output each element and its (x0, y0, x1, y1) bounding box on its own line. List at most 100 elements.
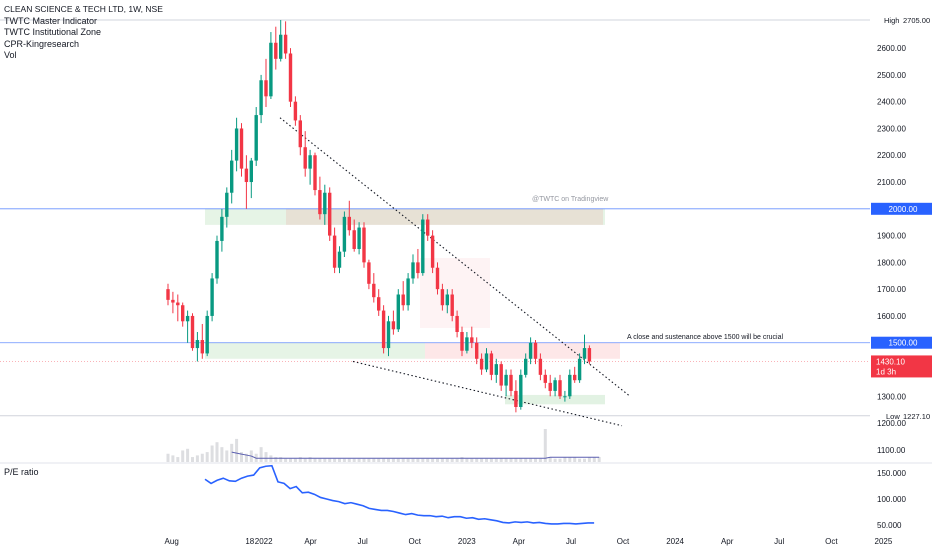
volume-bar (450, 458, 454, 462)
candle-body (254, 115, 258, 161)
pe-ratio-line (204, 464, 595, 525)
candle-body (514, 390, 518, 407)
candle-body (308, 155, 312, 169)
candle-body (430, 235, 435, 268)
indicator-twtc-zone[interactable]: TWTC Institutional Zone (4, 27, 102, 37)
candle-body (577, 358, 582, 381)
candle-body (230, 160, 234, 193)
volume-bar (308, 457, 312, 462)
price-axis-label: 1700.00 (877, 285, 906, 294)
volume-bar (382, 458, 386, 462)
symbol-title[interactable]: CLEAN SCIENCE & TECH LTD, 1W, NSE (4, 4, 163, 14)
volume-bar (186, 448, 190, 462)
indicator-cpr[interactable]: CPR-Kingresearch (4, 38, 80, 49)
time-axis-label: Oct (617, 537, 630, 546)
volume-bar (293, 458, 297, 462)
candle-body (288, 53, 293, 102)
candle-body (298, 120, 302, 148)
candle-body (440, 289, 445, 306)
candle-body (391, 321, 396, 330)
volume-bar (411, 458, 415, 462)
annotation-text: A close and sustenance above 1500 will b… (627, 334, 783, 341)
candle-body (347, 216, 351, 231)
time-axis-label: Aug (165, 537, 179, 546)
time-axis-label: Apr (721, 537, 734, 546)
current-price-box (871, 355, 932, 378)
candle-body (239, 128, 244, 169)
volume-bar (323, 458, 327, 462)
volume-bar (421, 458, 425, 462)
candle-body (283, 34, 288, 54)
zone-box (286, 208, 603, 225)
volume-bar (416, 458, 420, 462)
volume-bar (592, 457, 596, 462)
volume-bar (436, 458, 439, 462)
candle-body (225, 192, 229, 217)
upper-trendline (279, 117, 631, 397)
volume-bar (391, 458, 395, 462)
volume-bar (171, 455, 175, 462)
indicator-volume[interactable]: Vol (4, 50, 17, 60)
candle-body (200, 340, 204, 354)
volume-bar (235, 438, 239, 462)
candle-body (401, 294, 405, 306)
volume-bar (205, 452, 209, 462)
volume-bar (357, 458, 361, 462)
candle-body (357, 227, 361, 249)
volume-bar (279, 457, 283, 462)
level-label-box (871, 202, 932, 215)
zone-box (205, 342, 425, 359)
candle-body (568, 374, 572, 397)
candle-body (411, 262, 415, 279)
volume-bar (489, 458, 493, 462)
candle-body (450, 294, 454, 316)
candle-body (582, 348, 587, 359)
candle-body (509, 374, 513, 391)
volume-bar (377, 458, 381, 462)
volume-bar (406, 458, 410, 462)
candle-body (337, 251, 342, 268)
time-axis-label: Jul (566, 537, 576, 546)
zone-box (425, 342, 620, 359)
volume-bar (514, 458, 518, 462)
candle-body (293, 101, 298, 121)
pe-axis-label: 150.000 (877, 469, 906, 478)
price-axis-label: 2400.00 (877, 98, 906, 107)
level-label: 1500.00 (889, 339, 918, 348)
candle-body (484, 353, 489, 370)
price-axis-label: 1200.00 (877, 419, 906, 428)
volume-bar (524, 458, 528, 462)
volume-bar (538, 458, 542, 462)
candle-body (210, 278, 214, 316)
volume-bar (475, 458, 479, 462)
candle-body (479, 358, 484, 370)
indicator-twtc-master[interactable]: TWTC Master Indicator (4, 15, 98, 26)
price-axis-label: 2500.00 (877, 71, 906, 80)
candle-body (406, 278, 410, 306)
volume-bar (558, 458, 562, 462)
volume-bar (543, 429, 547, 462)
volume-bar (230, 443, 234, 462)
volume-bar (215, 442, 219, 462)
candle-body (426, 219, 430, 236)
volume-bar (396, 458, 400, 462)
time-axis-label: Jul (358, 537, 368, 546)
pe-ratio-label[interactable]: P/E ratio (4, 467, 39, 477)
price-axis-label: 1100.00 (877, 446, 906, 455)
volume-bar (328, 458, 332, 462)
candle-body (274, 42, 278, 59)
volume-bar (431, 458, 435, 462)
volume-bar (563, 457, 567, 462)
candle-body (318, 190, 322, 215)
volume-bar (289, 458, 292, 462)
price-axis-label: 1800.00 (877, 258, 906, 267)
volume-bar (470, 458, 474, 462)
candle-body (528, 342, 533, 359)
volume-bar (455, 458, 459, 462)
volume-bar (274, 457, 278, 462)
price-axis-label: 2300.00 (877, 124, 906, 133)
volume-bar (284, 458, 288, 462)
volume-bar (548, 457, 552, 462)
volume-bar (387, 458, 390, 462)
